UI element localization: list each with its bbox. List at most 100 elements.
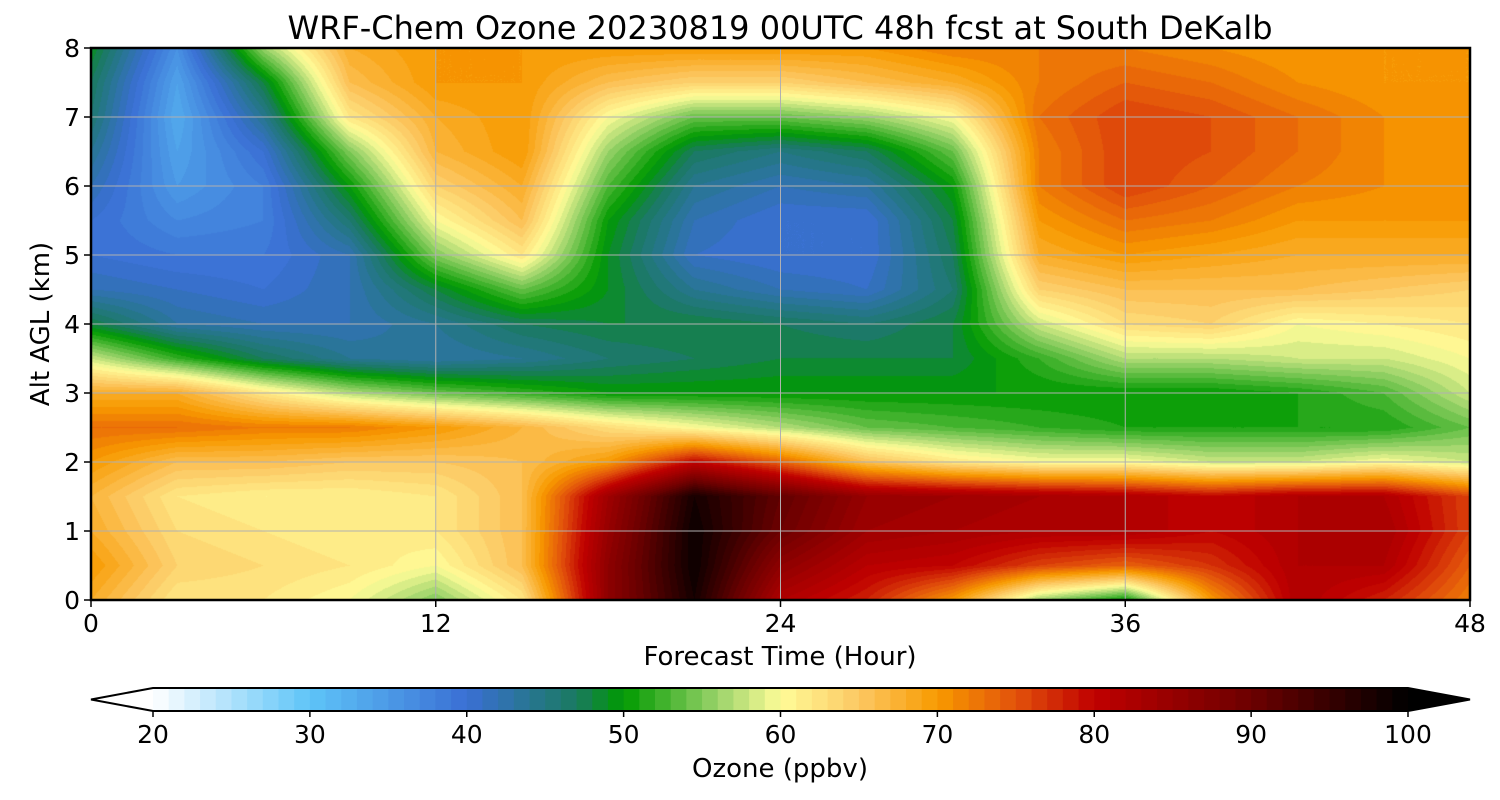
colorbar-segment: [827, 688, 844, 711]
colorbar-segment: [1345, 688, 1362, 711]
x-tick-label: 48: [1454, 609, 1486, 638]
colorbar-segment: [294, 688, 311, 711]
colorbar-segment: [1157, 688, 1174, 711]
colorbar-segment: [388, 688, 405, 711]
colorbar-segment: [404, 688, 421, 711]
colorbar-segment: [655, 688, 672, 711]
colorbar-segment: [498, 688, 515, 711]
colorbar-segment: [686, 688, 703, 711]
colorbar-segment: [749, 688, 766, 711]
colorbar-segment: [874, 688, 891, 711]
colorbar-segment: [1329, 688, 1346, 711]
y-axis-label: Alt AGL (km): [26, 242, 56, 406]
colorbar-segment: [717, 688, 735, 711]
x-axis: 0 12 24 36 48: [83, 600, 1486, 638]
colorbar-segment: [356, 688, 374, 711]
colorbar-segment: [984, 688, 1001, 711]
colorbar-segment: [1360, 688, 1378, 711]
colorbar-segment: [1047, 688, 1064, 711]
colorbar-segment: [1251, 688, 1268, 711]
y-tick-label: 5: [64, 241, 80, 270]
colorbar-segment: [1094, 688, 1111, 711]
colorbar-segment: [372, 688, 389, 711]
y-tick-label: 3: [64, 379, 80, 408]
colorbar-segment: [325, 688, 342, 711]
colorbar-segment: [435, 688, 452, 711]
colorbar-segment: [278, 688, 295, 711]
colorbar-segment: [576, 688, 593, 711]
colorbar-segment: [262, 688, 280, 711]
y-tick-label: 4: [64, 310, 80, 339]
colorbar-segment: [1266, 688, 1284, 711]
colorbar-segment: [890, 688, 907, 711]
colorbar-segment: [1000, 688, 1017, 711]
colorbar-tick-label: 30: [294, 720, 326, 749]
colorbar-segment: [780, 688, 797, 711]
colorbar-segment: [796, 688, 813, 711]
colorbar-segment: [1392, 688, 1409, 711]
colorbar-segment: [906, 688, 923, 711]
colorbar-tick-label: 70: [921, 720, 953, 749]
y-tick-label: 1: [64, 517, 80, 546]
colorbar-segment: [1376, 688, 1393, 711]
colorbar-segment: [607, 688, 625, 711]
colorbar-extend-high: [1408, 688, 1470, 711]
x-tick-label: 24: [765, 609, 797, 638]
colorbar-segment: [1188, 688, 1205, 711]
colorbar-segment: [921, 688, 938, 711]
colorbar-segment: [560, 688, 578, 711]
colorbar-segment: [215, 688, 233, 711]
colorbar-segment: [529, 688, 546, 711]
colorbar-segment: [764, 688, 782, 711]
colorbar-segment: [1204, 688, 1221, 711]
colorbar-segment: [811, 688, 829, 711]
chart-title: WRF-Chem Ozone 20230819 00UTC 48h fcst a…: [287, 9, 1272, 47]
colorbar-segment: [200, 688, 217, 711]
colorbar-tick-label: 60: [765, 720, 797, 749]
x-axis-label: Forecast Time (Hour): [643, 642, 916, 672]
colorbar-tick-label: 90: [1235, 720, 1267, 749]
colorbar-segment: [937, 688, 954, 711]
colorbar-segment: [1031, 688, 1048, 711]
x-tick-label: 12: [420, 609, 452, 638]
colorbar-segment: [843, 688, 860, 711]
colorbar-segment: [858, 688, 876, 711]
colorbar-segment: [419, 688, 436, 711]
colorbar-segment: [513, 688, 531, 711]
colorbar-segment: [1078, 688, 1095, 711]
colorbar-segment: [231, 688, 248, 711]
colorbar-segment: [309, 688, 327, 711]
colorbar-segment: [451, 688, 468, 711]
colorbar-tick-label: 20: [137, 720, 169, 749]
colorbar-segment: [184, 688, 201, 711]
colorbar-tick-label: 50: [608, 720, 640, 749]
colorbar-tick-label: 80: [1078, 720, 1110, 749]
colorbar-segment: [482, 688, 499, 711]
colorbar-segment: [466, 688, 484, 711]
x-tick-label: 36: [1109, 609, 1141, 638]
colorbar-tick-label: 40: [451, 720, 483, 749]
colorbar: [90, 687, 1471, 712]
colorbar-segment: [592, 688, 609, 711]
colorbar-segment: [168, 688, 185, 711]
y-tick-label: 6: [64, 172, 80, 201]
colorbar-segment: [341, 688, 358, 711]
colorbar-segment: [1313, 688, 1331, 711]
colorbar-segment: [1172, 688, 1189, 711]
colorbar-tick-label: 100: [1384, 720, 1432, 749]
colorbar-segment: [953, 688, 970, 711]
colorbar-segment: [1298, 688, 1315, 711]
colorbar-extend-low: [91, 688, 153, 711]
y-tick-label: 7: [64, 103, 80, 132]
colorbar-segment: [1219, 688, 1237, 711]
x-tick-label: 0: [83, 609, 99, 638]
colorbar-segment: [968, 688, 986, 711]
colorbar-segment: [545, 688, 562, 711]
y-axis: 0 1 2 3 4 5 6 7 8: [64, 34, 91, 615]
colorbar-segment: [733, 688, 750, 711]
colorbar-segment: [670, 688, 687, 711]
y-tick-label: 8: [64, 34, 80, 63]
colorbar-segment: [623, 688, 640, 711]
colorbar-segment: [1109, 688, 1127, 711]
